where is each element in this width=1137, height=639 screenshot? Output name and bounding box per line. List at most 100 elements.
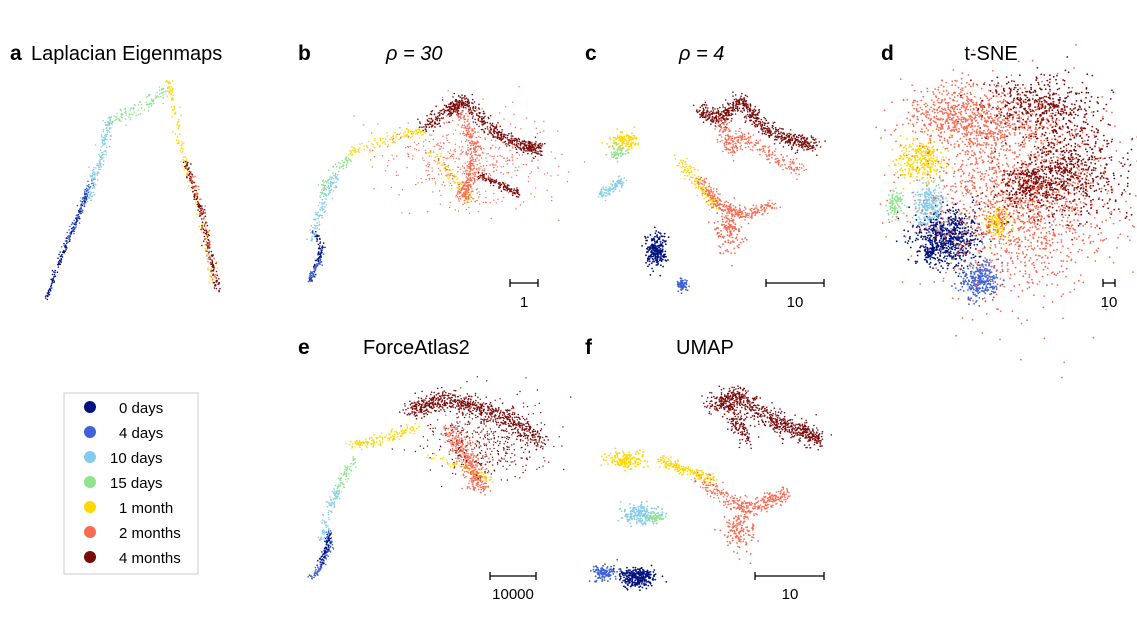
scatter-point — [321, 205, 324, 208]
scatter-point — [717, 122, 719, 124]
scatter-point — [378, 145, 381, 147]
scatter-point — [208, 229, 211, 232]
scatter-point — [786, 142, 789, 144]
scatter-point — [735, 105, 737, 108]
scatter-point — [405, 128, 408, 130]
scatter-point — [65, 246, 67, 249]
scatter-point — [318, 221, 321, 223]
scatter-point — [466, 173, 468, 176]
scatter-point — [710, 199, 712, 202]
scatter-point — [748, 212, 751, 215]
scatter-point — [748, 108, 750, 110]
scatter-point — [719, 113, 722, 116]
scatter-point — [519, 204, 522, 206]
scatter-point — [470, 200, 473, 202]
scatter-point — [129, 116, 131, 119]
scatter-point — [628, 137, 631, 140]
scatter-point — [616, 128, 619, 131]
scatter-point — [522, 146, 525, 148]
scatter-point — [454, 104, 457, 107]
scatter-point — [456, 111, 459, 113]
scatter-point — [509, 149, 511, 152]
scatter-point — [69, 225, 71, 228]
scatter-point — [314, 218, 316, 220]
scatter-point — [479, 155, 481, 157]
scatter-point — [198, 225, 200, 228]
scatter-point — [168, 92, 171, 94]
scatter-point — [700, 182, 702, 185]
scatter-point — [677, 290, 680, 293]
scatter-point — [498, 147, 501, 149]
scatter-point — [459, 133, 461, 135]
scatter-point — [437, 117, 440, 119]
scatter-point — [652, 237, 655, 240]
scatter-point — [318, 214, 321, 216]
scatter-point — [466, 104, 469, 107]
scatter-point — [763, 116, 765, 119]
scatter-point — [169, 82, 172, 85]
scatter-point — [373, 156, 376, 158]
scatter-point — [59, 251, 62, 253]
scatter-point — [481, 116, 483, 118]
scatter-point — [478, 203, 481, 205]
scatter-point — [218, 289, 220, 292]
scatter-point — [213, 267, 215, 269]
scatter-point — [319, 196, 322, 199]
scatter-point — [467, 191, 470, 194]
scatter-point — [766, 125, 769, 128]
panel-letter: b — [298, 42, 311, 65]
scatter-point — [432, 130, 435, 132]
scatter-point — [114, 119, 116, 122]
scatter-point — [730, 120, 732, 122]
scatter-point — [740, 215, 742, 218]
scatter-point — [315, 225, 317, 227]
scatter-point — [70, 232, 73, 235]
scatter-point — [813, 139, 816, 141]
scatter-point — [751, 216, 753, 218]
scatter-point — [218, 278, 220, 280]
scatter-point — [530, 153, 533, 155]
scatter-point — [730, 142, 732, 145]
scatter-point — [738, 207, 741, 210]
scatter-point — [740, 144, 743, 147]
scatter-point — [460, 104, 463, 106]
scatter-point — [206, 247, 209, 249]
scatter-point — [428, 164, 431, 166]
scatter-point — [309, 229, 311, 231]
scatter-point — [480, 128, 483, 131]
scatter-point — [338, 166, 341, 169]
scale-bar-label: 1 — [520, 294, 528, 311]
scatter-point — [193, 181, 195, 184]
scatter-point — [795, 157, 798, 160]
scatter-point — [788, 168, 791, 170]
scatter-point — [103, 150, 105, 153]
scatter-point — [714, 108, 716, 110]
scatter-point — [688, 174, 690, 176]
scatter-point — [457, 101, 459, 103]
scatter-point — [653, 254, 656, 256]
scatter-point — [111, 123, 113, 125]
scatter-point — [462, 132, 464, 135]
scatter-point — [176, 136, 179, 138]
scatter-point — [430, 123, 432, 126]
scatter-point — [694, 180, 696, 182]
scatter-point — [319, 247, 321, 250]
scatter-point — [725, 123, 728, 126]
scatter-point — [732, 102, 735, 105]
scatter-point — [462, 203, 464, 206]
scatter-point — [506, 157, 508, 159]
scatter-point — [656, 258, 659, 260]
scatter-point — [428, 173, 430, 176]
scatter-point — [773, 203, 775, 206]
scatter-point — [518, 194, 521, 196]
scatter-point — [755, 117, 757, 119]
scatter-point — [323, 186, 326, 188]
scatter-point — [471, 113, 473, 116]
scatter-point — [477, 171, 480, 174]
scatter-point — [311, 276, 314, 278]
scatter-point — [649, 234, 652, 236]
scatter-point — [654, 256, 657, 258]
scatter-point — [767, 146, 769, 149]
scatter-point — [496, 136, 499, 139]
scatter-point — [535, 147, 538, 149]
